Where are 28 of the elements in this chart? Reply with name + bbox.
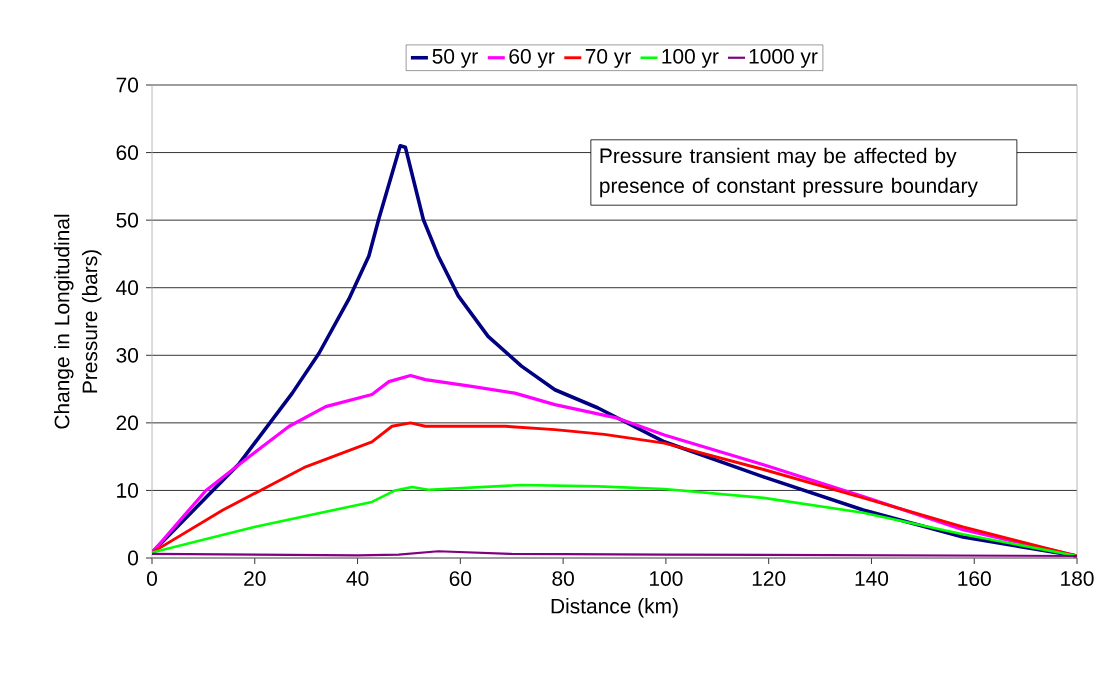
x-axis-title: Distance (km) — [551, 598, 678, 618]
y-tick-label: 30 — [116, 347, 139, 363]
legend-label: 70 yr — [585, 48, 631, 68]
x-tick-label: 40 — [346, 571, 369, 586]
y-tick-label: 40 — [116, 280, 139, 296]
annotation: Pressure transient may be affected by presence of constant pressure boundary — [600, 147, 978, 198]
y-tick-label: 70 — [116, 77, 139, 93]
x-tick-label: 140 — [855, 571, 889, 586]
x-tick-label: 60 — [449, 571, 472, 586]
x-tick-label: 80 — [552, 571, 574, 586]
x-tick-label: 0 — [146, 571, 157, 586]
x-tick-label: 100 — [650, 571, 683, 586]
line-series — [152, 483, 1078, 558]
line-series — [152, 421, 1078, 558]
y-tick-label: 0 — [128, 550, 139, 566]
x-tick-label: 20 — [244, 571, 266, 586]
y-tick-label: 50 — [116, 212, 139, 228]
legend-label: 60 yr — [509, 48, 555, 68]
x-tick-label: 180 — [1061, 571, 1094, 586]
legend-label: 50 yr — [432, 48, 478, 68]
y-tick-label: 10 — [117, 483, 139, 498]
x-tick-label: 120 — [752, 571, 786, 586]
x-tick-label: 160 — [958, 571, 991, 586]
legend-label: 1000 yr — [749, 48, 818, 68]
y-tick-label: 20 — [116, 415, 139, 431]
y-tick-label: 60 — [116, 145, 139, 160]
legend-label: 100 yr — [662, 48, 719, 68]
y-axis-title: Change in Longitudinal Pressure (bars) — [54, 214, 102, 429]
